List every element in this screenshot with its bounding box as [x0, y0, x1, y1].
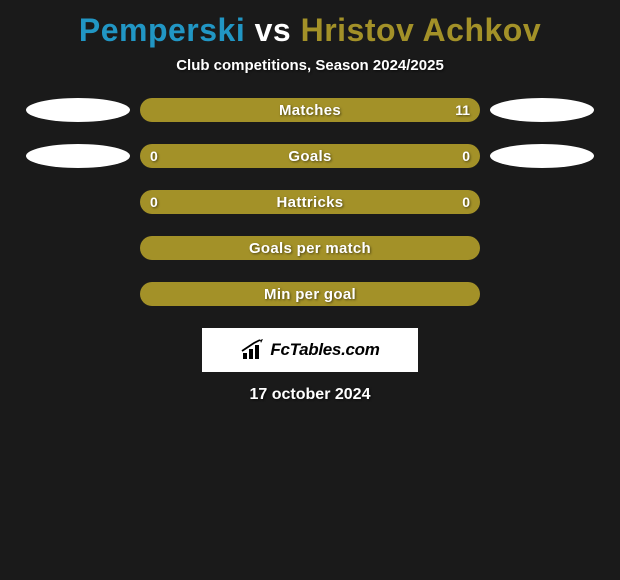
- stat-row: Min per goal: [0, 282, 620, 306]
- player1-name: Pemperski: [79, 12, 245, 48]
- stat-rows: Matches 11 0 Goals 0 0 Hattricks 0 Goals per mat…: [0, 98, 620, 306]
- right-ellipse: [490, 236, 594, 260]
- stat-bar: Min per goal: [140, 282, 480, 306]
- logo-box: FcTables.com: [202, 328, 418, 372]
- page-title: Pemperski vs Hristov Achkov: [0, 8, 620, 57]
- stat-row: 0 Goals 0: [0, 144, 620, 168]
- left-ellipse: [26, 144, 130, 168]
- subtitle: Club competitions, Season 2024/2025: [0, 57, 620, 98]
- left-ellipse: [26, 190, 130, 214]
- player2-name: Hristov Achkov: [301, 12, 542, 48]
- stat-left-value: 0: [150, 194, 158, 210]
- stat-right-value: 11: [455, 102, 470, 118]
- stat-bar: Matches 11: [140, 98, 480, 122]
- stat-label: Min per goal: [264, 286, 356, 303]
- right-ellipse: [490, 98, 594, 122]
- stat-bar: 0 Hattricks 0: [140, 190, 480, 214]
- right-ellipse: [490, 190, 594, 214]
- left-ellipse: [26, 98, 130, 122]
- logo-text: FcTables.com: [270, 340, 379, 360]
- stat-bar: Goals per match: [140, 236, 480, 260]
- stat-bar: 0 Goals 0: [140, 144, 480, 168]
- stat-right-value: 0: [462, 194, 470, 210]
- right-ellipse: [490, 282, 594, 306]
- date-text: 17 october 2024: [0, 386, 620, 404]
- chart-icon: [240, 339, 266, 361]
- left-ellipse: [26, 236, 130, 260]
- stat-row: 0 Hattricks 0: [0, 190, 620, 214]
- stat-row: Goals per match: [0, 236, 620, 260]
- stat-left-value: 0: [150, 148, 158, 164]
- stat-label: Goals per match: [249, 240, 371, 257]
- stat-row: Matches 11: [0, 98, 620, 122]
- comparison-infographic: Pemperski vs Hristov Achkov Club competi…: [0, 0, 620, 404]
- logo-inner: FcTables.com: [240, 339, 379, 361]
- stat-label: Matches: [279, 102, 341, 119]
- stat-label: Goals: [288, 148, 331, 165]
- vs-text: vs: [255, 12, 292, 48]
- stat-right-value: 0: [462, 148, 470, 164]
- stat-label: Hattricks: [277, 194, 344, 211]
- left-ellipse: [26, 282, 130, 306]
- right-ellipse: [490, 144, 594, 168]
